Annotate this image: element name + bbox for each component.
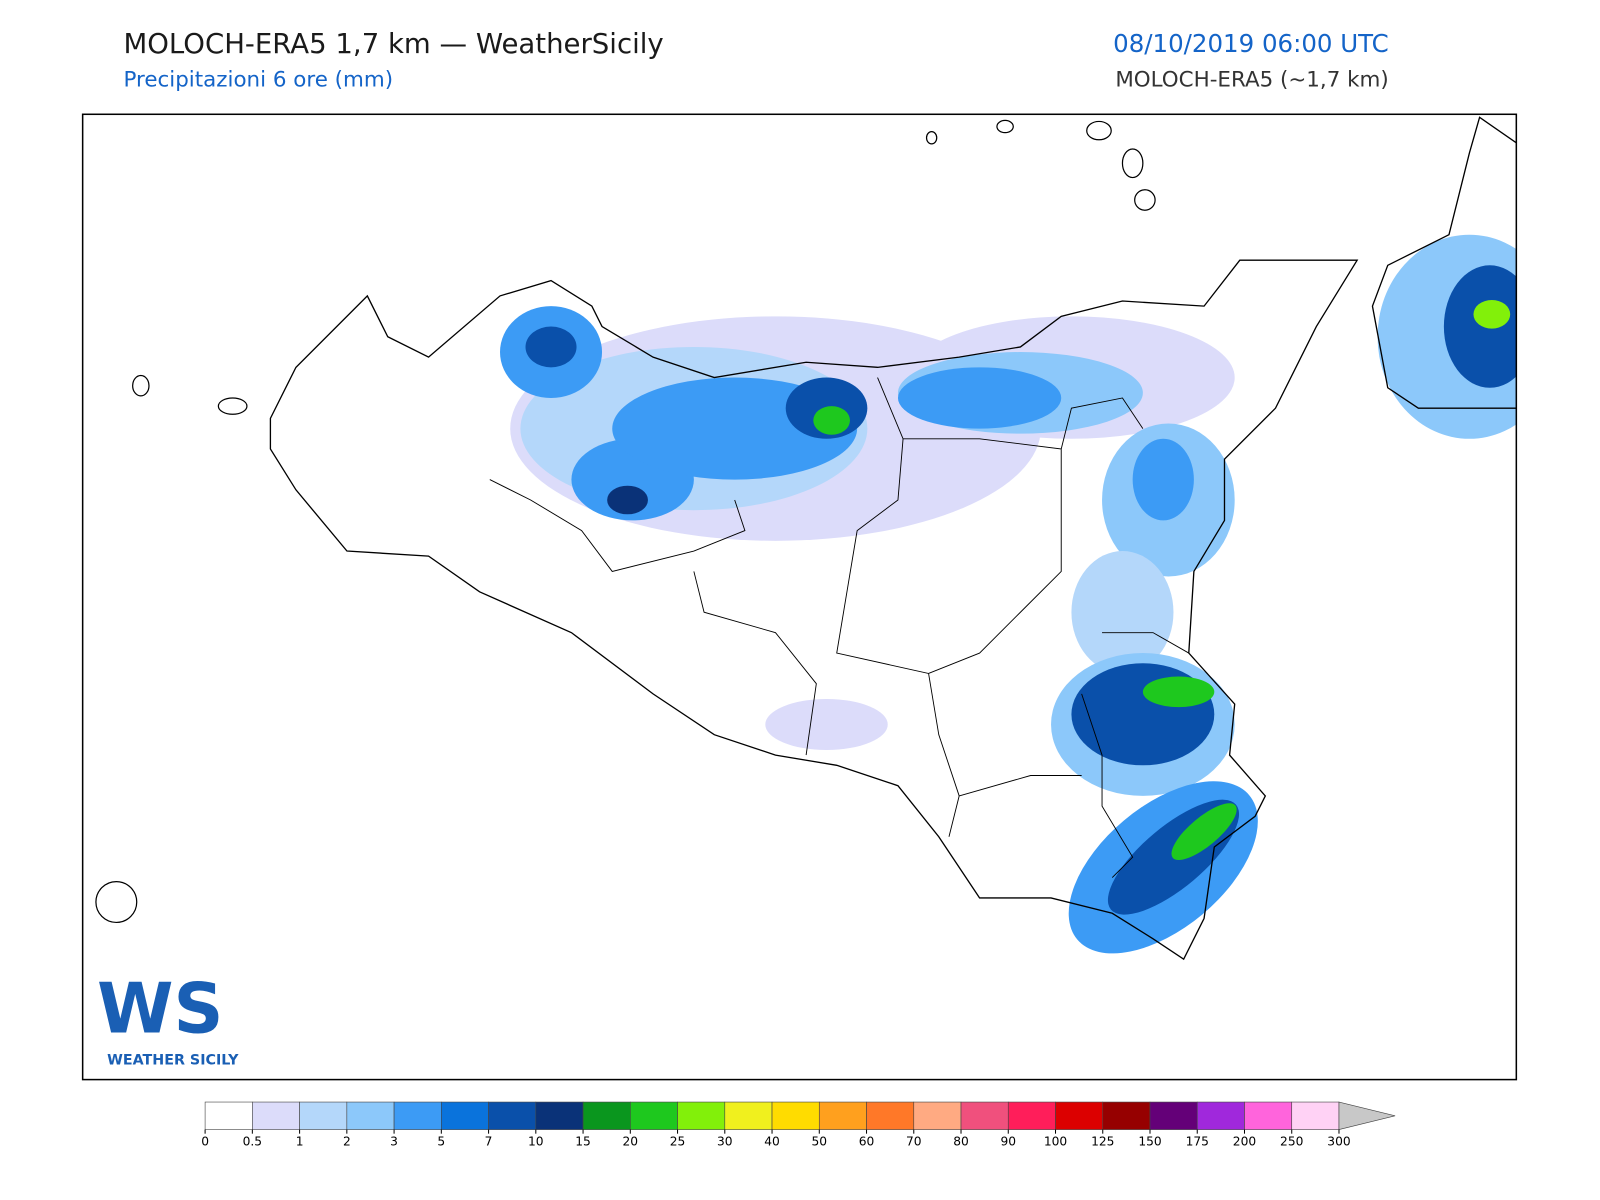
colorbar-label: 7 [485, 1134, 493, 1148]
colorbar-box [535, 1101, 584, 1130]
map: WS WEATHER SICILY [81, 113, 1518, 1081]
colorbar-label: 10 [528, 1134, 544, 1148]
colorbar-label: 2 [343, 1134, 351, 1148]
colorbar-label: 5 [437, 1134, 445, 1148]
colorbar-box [299, 1101, 348, 1130]
colorbar-label: 50 [811, 1134, 827, 1148]
colorbar-box [582, 1101, 631, 1130]
colorbar-label: 40 [764, 1134, 780, 1148]
colorbar-box [346, 1101, 395, 1130]
colorbar-box [1007, 1101, 1056, 1130]
colorbar-box [724, 1101, 773, 1130]
colorbar-label: 250 [1280, 1134, 1303, 1148]
colorbar: 0 0.5 1 2 3 5 7 10 15 20 25 30 40 50 60 70 80 90 100 125 150… [201, 1101, 1396, 1148]
colorbar-label: 20 [623, 1134, 639, 1148]
title: MOLOCH-ERA5 1,7 km — WeatherSicily [123, 28, 663, 60]
colorbar-box [1244, 1101, 1293, 1130]
logo-mark: WS [97, 970, 224, 1050]
colorbar-label: 60 [859, 1134, 875, 1148]
colorbar-box [630, 1101, 678, 1130]
colorbar-box [960, 1101, 1009, 1130]
colorbar-label: 70 [906, 1134, 922, 1148]
colorbar-box [441, 1101, 489, 1130]
islands [95, 119, 1156, 924]
colorbar-label: 15 [575, 1134, 591, 1148]
subtitle: Precipitazioni 6 ore (mm) [123, 68, 393, 93]
colorbar-label: 125 [1091, 1134, 1114, 1148]
colorbar-box [1102, 1101, 1151, 1130]
colorbar-label: 25 [670, 1134, 686, 1148]
colorbar-box [1291, 1101, 1340, 1130]
colorbar-box [1149, 1101, 1198, 1130]
colorbar-box [913, 1101, 962, 1130]
colorbar-label: 150 [1138, 1134, 1161, 1148]
colorbar-extension [1338, 1101, 1396, 1130]
logo-text: WEATHER SICILY [107, 1052, 239, 1068]
colorbar-box [393, 1101, 442, 1130]
colorbar-label: 100 [1044, 1134, 1067, 1148]
province-borders [489, 377, 1190, 878]
colorbar-box [1196, 1101, 1245, 1130]
colorbar-label: 175 [1186, 1134, 1209, 1148]
colorbar-label: 0 [201, 1134, 209, 1148]
colorbar-label: 3 [390, 1134, 398, 1148]
colorbar-box [252, 1101, 300, 1130]
colorbar-label: 300 [1327, 1134, 1350, 1148]
map-frame [81, 113, 1518, 1081]
colorbar-box [1055, 1101, 1104, 1130]
colorbar-label: 200 [1233, 1134, 1256, 1148]
colorbar-box [677, 1101, 726, 1130]
colorbar-label: 0.5 [243, 1134, 262, 1148]
colorbar-box [866, 1101, 915, 1130]
model-label: MOLOCH-ERA5 (~1,7 km) [1115, 68, 1388, 93]
colorbar-box [818, 1101, 867, 1130]
colorbar-label: 90 [1000, 1134, 1016, 1148]
colorbar-box [204, 1101, 253, 1130]
calabria-coastline [1371, 116, 1517, 409]
precipitation-field [500, 234, 1517, 954]
colorbar-label: 30 [717, 1134, 733, 1148]
colorbar-label: 1 [296, 1134, 304, 1148]
colorbar-label: 80 [953, 1134, 969, 1148]
sicily-coastline [269, 259, 1359, 961]
colorbar-box [771, 1101, 820, 1130]
colorbar-box [488, 1101, 537, 1130]
datetime: 08/10/2019 06:00 UTC [1113, 29, 1389, 58]
